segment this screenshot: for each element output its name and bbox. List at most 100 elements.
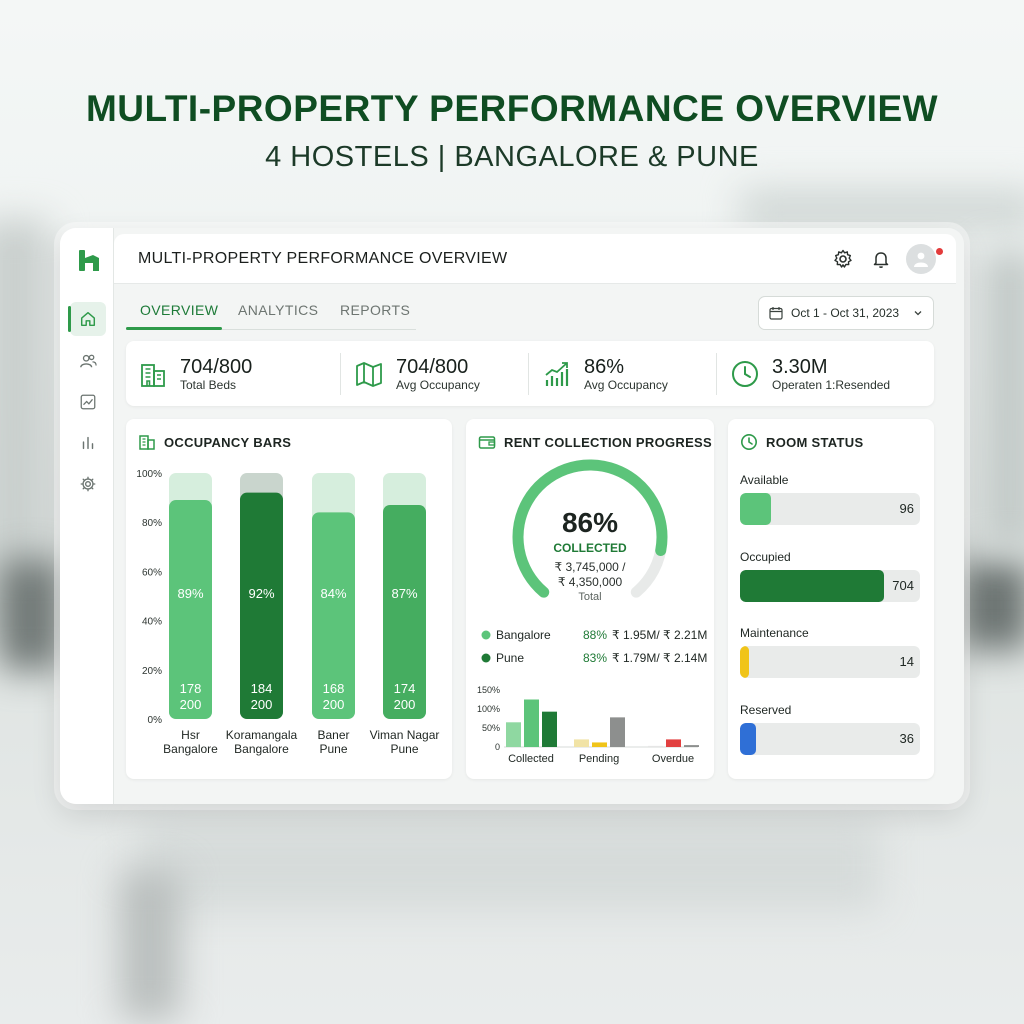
notification-dot bbox=[936, 248, 943, 255]
status-value: 36 bbox=[899, 730, 914, 746]
status-bar: 14 bbox=[740, 646, 920, 678]
tab-analytics[interactable]: ANALYTICS bbox=[238, 302, 319, 318]
status-value: 14 bbox=[899, 654, 914, 669]
kpi-value: 704/800 bbox=[396, 355, 469, 378]
sidebar-item-settings[interactable] bbox=[70, 467, 106, 501]
legend-amount: ₹ 1.79M/ ₹ 2.14M bbox=[612, 651, 707, 665]
occupancy-bar bbox=[169, 500, 212, 719]
kpi-strip: 704/800 Total Beds 704/800 Avg Occupancy 8… bbox=[126, 341, 934, 406]
mini-x-label: Collected bbox=[508, 753, 554, 765]
bar-value-label: 84% bbox=[320, 586, 346, 601]
sidebar-item-users[interactable] bbox=[70, 344, 106, 378]
mini-bar bbox=[506, 722, 521, 747]
legend-amount: ₹ 1.95M/ ₹ 2.21M bbox=[612, 628, 707, 642]
topbar: MULTI-PROPERTY PERFORMANCE OVERVIEW bbox=[114, 234, 956, 284]
rent-collection-card: 86% COLLECTED ₹ 3,745,000 /₹ 4,350,000 Tota… bbox=[466, 419, 714, 779]
room-status-title-text: ROOM STATUS bbox=[766, 434, 864, 450]
room-status-card-title: ROOM STATUS bbox=[740, 433, 863, 451]
y-tick-label: 0% bbox=[148, 715, 163, 726]
bar-value-label: 89% bbox=[177, 586, 203, 601]
legend-city: Pune bbox=[496, 651, 524, 665]
rent-collection-chart: 86% COLLECTED ₹ 3,745,000 /₹ 4,350,000 Tota… bbox=[477, 459, 707, 765]
kpi-occupancy-rate: 86% Avg Occupancy bbox=[542, 341, 668, 406]
trend-icon bbox=[80, 394, 96, 410]
mini-bar bbox=[648, 745, 663, 747]
status-label: Occupied bbox=[740, 549, 791, 564]
kpi-total-beds: 704/800 Total Beds bbox=[138, 341, 252, 406]
status-bar-fill bbox=[740, 722, 757, 755]
kpi-value: 704/800 bbox=[180, 355, 253, 378]
sidebar-item-trends[interactable] bbox=[70, 385, 106, 419]
y-tick-label: 40% bbox=[142, 617, 162, 628]
status-value: 96 bbox=[899, 501, 914, 516]
building-icon bbox=[141, 363, 165, 387]
wallet-icon bbox=[478, 436, 496, 449]
mini-y-tick-label: 100% bbox=[477, 704, 500, 714]
bar-value-label: 87% bbox=[391, 586, 417, 601]
kpi-value: 3.30M bbox=[772, 355, 828, 378]
y-tick-label: 60% bbox=[142, 567, 162, 578]
x-category-label: Bangalore bbox=[234, 742, 289, 756]
status-bar-fill bbox=[740, 569, 884, 602]
sidebar-item-home[interactable] bbox=[68, 302, 106, 336]
bar-value-label: 92% bbox=[248, 586, 274, 601]
mini-y-tick-label: 50% bbox=[482, 723, 500, 733]
x-category-label: Pune bbox=[319, 742, 347, 756]
occupancy-card: 0% 20% 40% 60% 80% 100% 89% 178 200 Hsr Bangalore 9… bbox=[126, 419, 452, 779]
bell-icon[interactable] bbox=[870, 248, 892, 270]
kpi-value: 86% bbox=[584, 355, 625, 378]
y-tick-label: 20% bbox=[142, 666, 162, 677]
gear-icon[interactable] bbox=[832, 248, 854, 270]
mini-x-label: Pending bbox=[579, 753, 619, 765]
kpi-label: Operaten 1:Resended bbox=[772, 377, 891, 392]
y-tick-label: 100% bbox=[136, 469, 162, 480]
date-range-picker[interactable]: Oct 1 - Oct 31, 2023 bbox=[758, 296, 934, 330]
tab-overview[interactable]: OVERVIEW bbox=[140, 302, 219, 318]
home-icon bbox=[80, 311, 96, 327]
status-label: Reserved bbox=[740, 702, 792, 717]
mini-bar bbox=[574, 739, 589, 747]
bar-occupied-label: 168 bbox=[323, 681, 345, 696]
legend-swatch bbox=[481, 653, 491, 663]
user-icon bbox=[914, 252, 928, 267]
clock-icon bbox=[741, 434, 757, 450]
bar-capacity-label: 200 bbox=[394, 697, 416, 712]
x-category-label: Pune bbox=[390, 742, 418, 756]
occupancy-bar bbox=[240, 492, 283, 719]
chevron-down-icon bbox=[914, 311, 922, 316]
bar-occupied-label: 178 bbox=[180, 681, 202, 696]
dashboard-window: MULTI-PROPERTY PERFORMANCE OVERVIEW OVER… bbox=[60, 228, 964, 804]
hero-subtitle: 4 HOSTELS | BANGALORE & PUNE bbox=[265, 141, 759, 173]
status-bar: 96 bbox=[740, 493, 920, 525]
kpi-label: Avg Occupancy bbox=[584, 377, 668, 392]
bar-capacity-label: 200 bbox=[180, 697, 202, 712]
bar-occupied-label: 184 bbox=[251, 681, 273, 696]
x-category-label: Viman Nagar bbox=[370, 728, 440, 742]
mini-bar bbox=[666, 739, 681, 747]
status-bar: 704 bbox=[740, 569, 920, 602]
mini-bar bbox=[524, 699, 539, 747]
tab-bar: OVERVIEW ANALYTICS REPORTS bbox=[126, 294, 416, 330]
legend-pct: 88% bbox=[583, 628, 607, 642]
avatar[interactable] bbox=[906, 244, 936, 274]
status-label: Available bbox=[740, 473, 789, 487]
sidebar-item-analytics[interactable] bbox=[70, 426, 106, 460]
occupancy-bar bbox=[312, 512, 355, 719]
status-bar: 36 bbox=[740, 722, 920, 755]
legend-swatch bbox=[481, 630, 491, 640]
gauge-label: COLLECTED bbox=[553, 541, 627, 555]
gauge-fill bbox=[512, 459, 668, 598]
room-status-card: ROOM STATUS Available 96 Occupied 704 Mainte… bbox=[728, 419, 934, 779]
rent-card-title: RENT COLLECTION PROGRESS bbox=[478, 433, 712, 451]
status-label: Maintenance bbox=[740, 626, 809, 640]
gauge-total-label: Total bbox=[578, 591, 601, 603]
tab-reports[interactable]: REPORTS bbox=[340, 302, 411, 318]
kpi-revenue: 3.30M Operaten 1:Resended bbox=[730, 341, 890, 406]
kpi-avg-occupancy: 704/800 Avg Occupancy bbox=[354, 341, 480, 406]
app-logo-icon[interactable] bbox=[78, 248, 100, 272]
occupancy-card-title: OCCUPANCY BARS bbox=[138, 433, 291, 451]
building-icon bbox=[139, 435, 155, 450]
legend-city: Bangalore bbox=[496, 628, 551, 642]
status-bar-fill bbox=[740, 646, 749, 678]
mini-y-tick-label: 150% bbox=[477, 685, 500, 695]
